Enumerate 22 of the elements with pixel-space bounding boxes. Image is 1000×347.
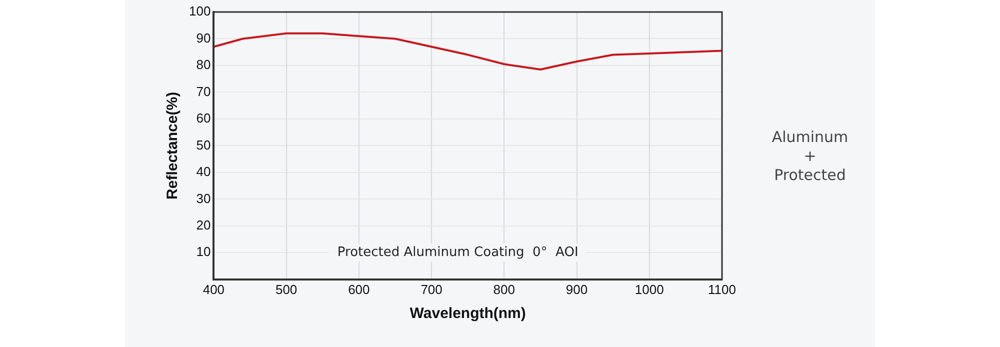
y-tick-label: 90: [196, 30, 211, 46]
x-tick-label: 600: [348, 282, 370, 297]
y-axis-title: Reflectance(%): [164, 92, 182, 200]
y-tick-label: 80: [196, 57, 211, 72]
x-tick-label: 400: [202, 282, 225, 297]
y-tick-label: 100: [188, 4, 211, 19]
x-tick-label: 900: [566, 282, 588, 297]
text: Aluminum + Protected: [770, 128, 850, 185]
x-tick-label: 1000: [634, 282, 664, 297]
y-tick-label: 60: [196, 110, 211, 126]
x-tick-label: 800: [493, 282, 516, 297]
y-tick-label: 70: [196, 84, 211, 99]
x-axis-title: Wavelength(nm): [410, 305, 526, 322]
x-tick-label: 700: [420, 282, 442, 297]
y-tick-label: 20: [196, 218, 211, 232]
y-tick-label: 40: [196, 164, 211, 180]
x-tick-label: 1100: [708, 282, 736, 297]
x-tick-label: 500: [275, 282, 298, 297]
y-tick-label: 30: [196, 190, 211, 206]
y-tick-label: 50: [196, 137, 211, 152]
annotation: Protected Aluminum Coating 0° AOI: [337, 245, 578, 260]
y-tick-label: 10: [196, 244, 211, 260]
